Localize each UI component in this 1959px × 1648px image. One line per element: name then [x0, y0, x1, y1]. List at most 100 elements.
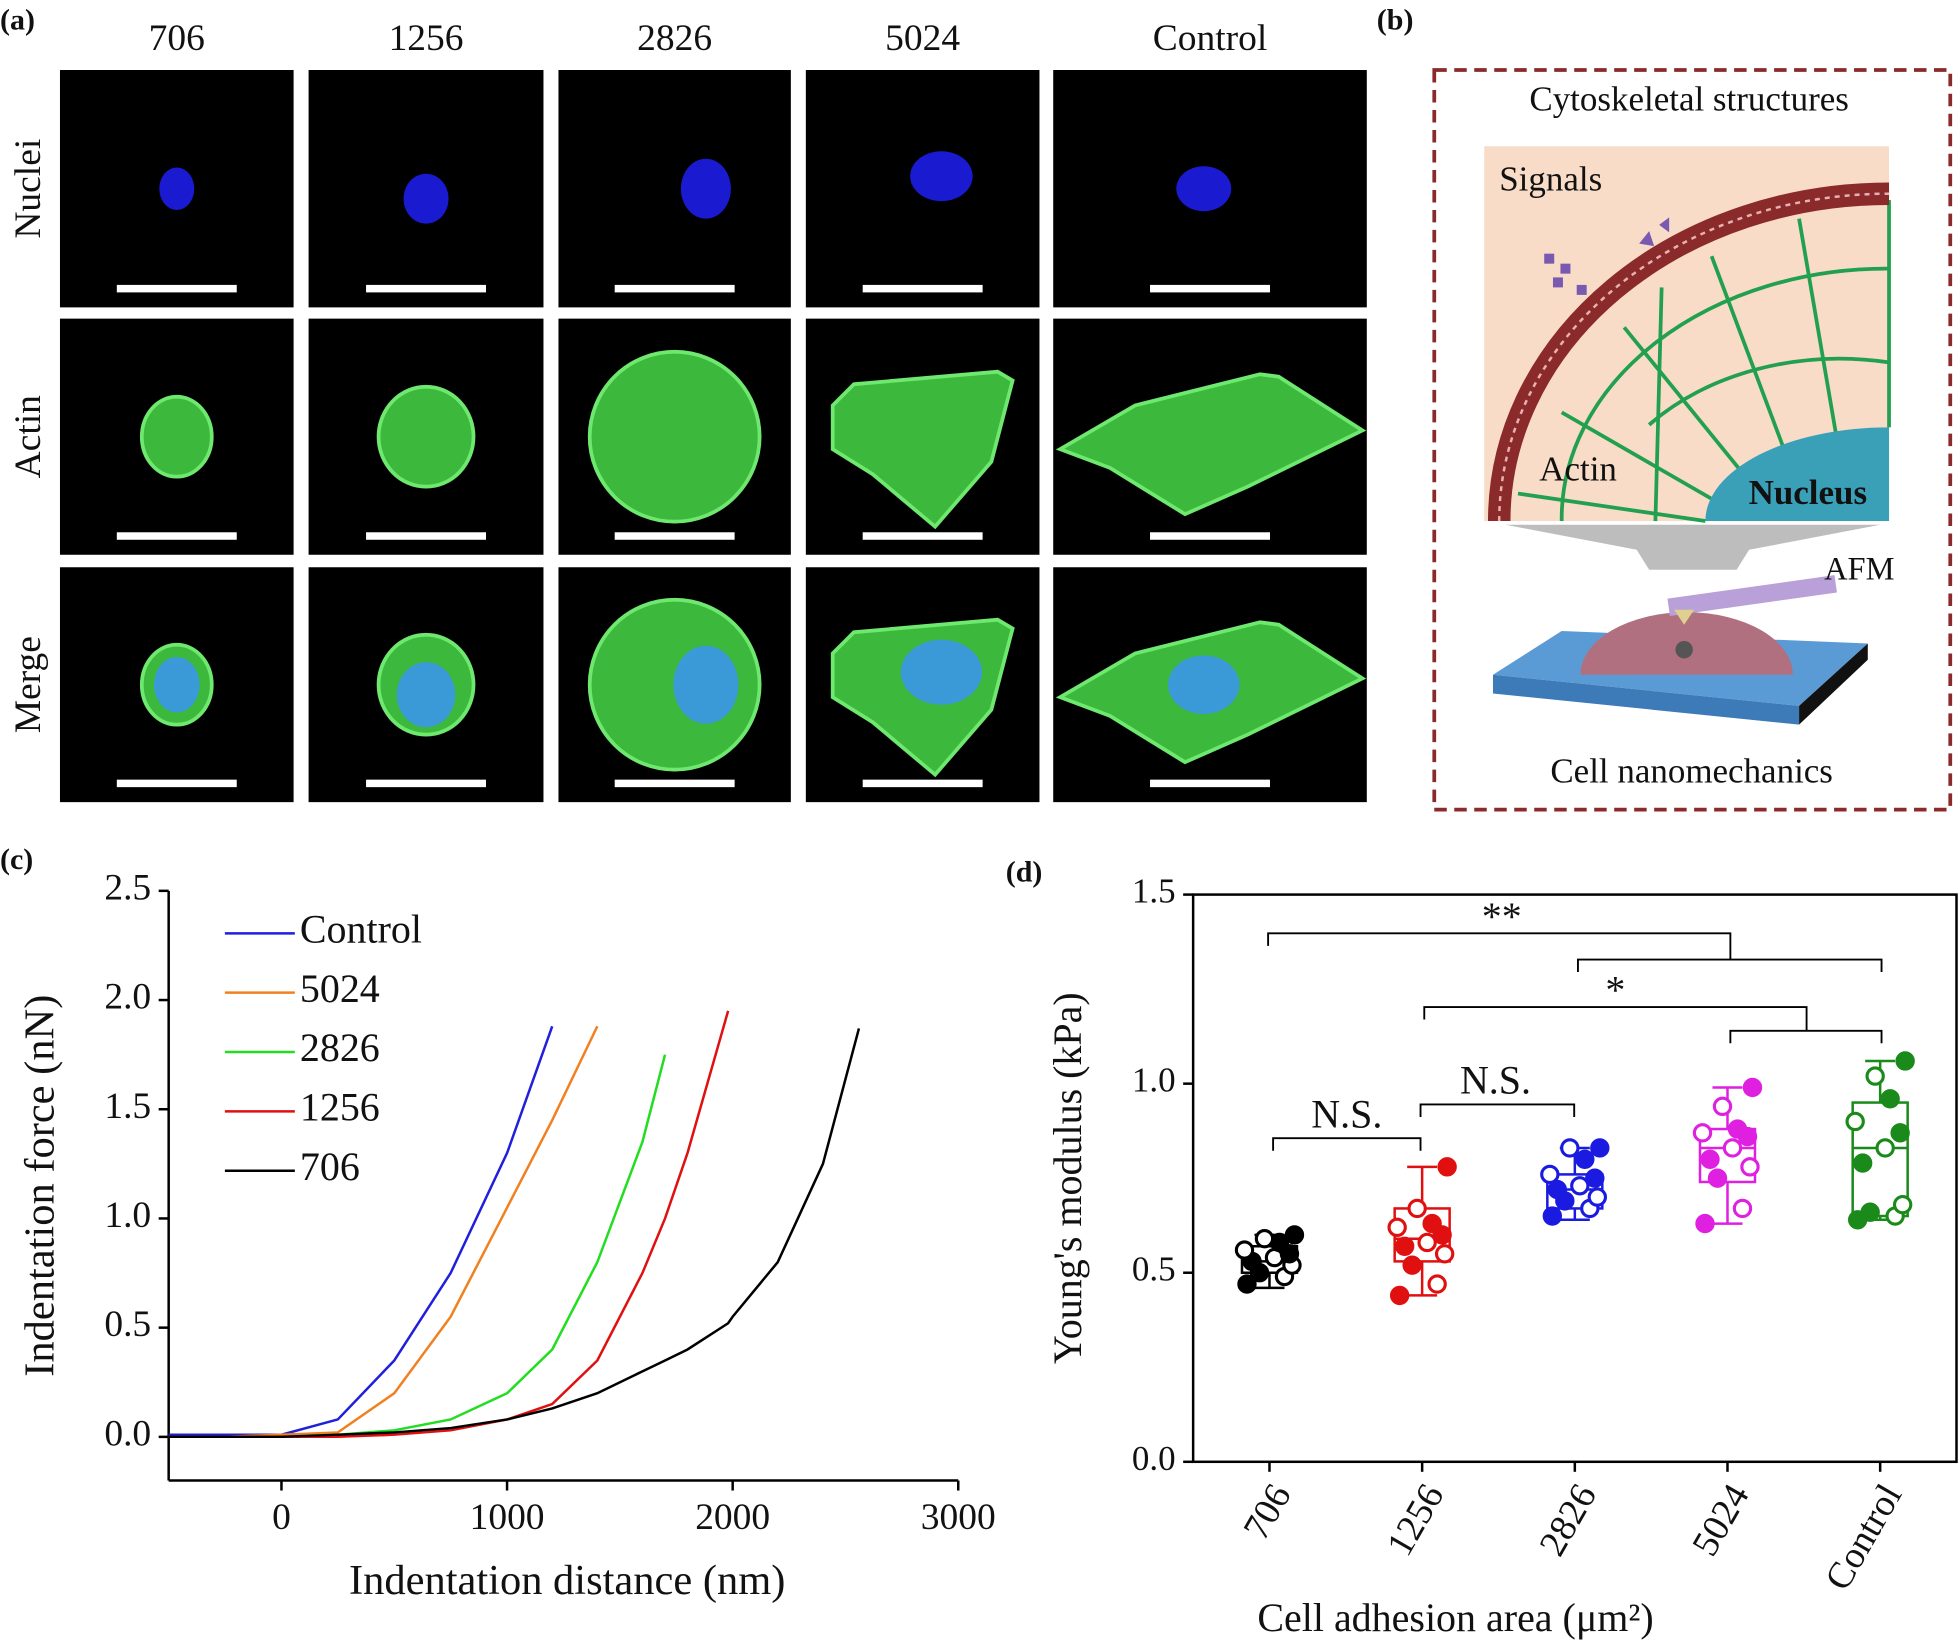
arrow: [1505, 524, 1881, 570]
membrane-inner: [1497, 192, 1890, 522]
dome-nucleus: [1675, 640, 1693, 659]
scale-bar: [1150, 779, 1270, 788]
data-point: [1692, 1123, 1713, 1143]
nucleus: [900, 639, 982, 705]
scale-bar: [366, 284, 487, 293]
x-tick-label: 1000: [470, 1497, 545, 1538]
x-axis-label: Indentation distance (nm): [349, 1557, 785, 1604]
x-tick-label: 5024: [1685, 1477, 1758, 1563]
nucleus: [680, 158, 731, 219]
scale-bar: [366, 532, 487, 540]
actin-cell: [139, 394, 214, 479]
x-tick-label: 2000: [695, 1497, 770, 1538]
nucleus-label: Nucleus: [1749, 473, 1868, 512]
row-label: Actin: [8, 395, 49, 479]
tip: [1674, 609, 1695, 625]
cantilever: [1667, 575, 1837, 616]
data-point: [1880, 1089, 1900, 1109]
row-label: Merge: [8, 636, 49, 733]
significance-bracket: [1267, 932, 1883, 973]
data-point: [1437, 1157, 1457, 1177]
nucleus: [1168, 655, 1240, 714]
nucleus: [396, 662, 456, 728]
data-point: [1845, 1111, 1865, 1132]
nucleus: [154, 657, 200, 713]
data-point: [1695, 1213, 1715, 1234]
actin-network: [1517, 199, 1891, 523]
data-point: [1547, 1179, 1568, 1200]
scale-bar: [862, 284, 983, 293]
nucleus: [403, 173, 449, 224]
signals-label: Signals: [1499, 159, 1602, 198]
legend-label: Control: [300, 906, 422, 951]
panel-label: (c): [0, 843, 33, 876]
y-axis-label: Young's modulus (kPa): [1045, 992, 1090, 1364]
scale-bar: [614, 532, 735, 540]
column-label: 2826: [637, 18, 712, 59]
data-point: [1387, 1217, 1407, 1238]
data-point: [1590, 1138, 1610, 1158]
panel-b-drawing: [1432, 68, 1953, 812]
data-point: [1875, 1138, 1895, 1158]
data-point: [1254, 1229, 1275, 1249]
actin-cell: [1055, 372, 1367, 517]
legend-label: 2826: [300, 1025, 380, 1070]
scale-bar: [862, 779, 983, 788]
data-point: [1570, 1176, 1590, 1196]
column-label: 706: [149, 18, 205, 59]
y-tick-label: 2.0: [104, 977, 151, 1018]
x-tick-label: 1256: [1379, 1478, 1452, 1563]
scale-bar: [614, 284, 735, 293]
y-tick-label: 1.5: [1132, 872, 1176, 911]
substrate-side: [1492, 674, 1800, 725]
column-label: Control: [1153, 18, 1268, 59]
y-axis-label: Indentation force (nN): [16, 995, 63, 1377]
data-point: [1740, 1157, 1760, 1177]
y-tick-label: 2.5: [104, 867, 151, 908]
column-label: 1256: [389, 18, 464, 59]
series-line: [168, 1025, 599, 1439]
nucleus: [910, 151, 973, 202]
data-point: [1427, 1274, 1447, 1294]
x-tick-label: 0: [272, 1497, 291, 1538]
data-point: [1707, 1168, 1728, 1188]
data-point: [1700, 1149, 1720, 1169]
box: [1851, 1101, 1909, 1218]
data-point: [1575, 1149, 1595, 1169]
scale-bar: [366, 779, 487, 788]
y-tick-label: 0.0: [104, 1413, 151, 1454]
data-point: [1890, 1123, 1910, 1143]
significance-label: N.S.: [1311, 1091, 1382, 1136]
diagram-title: Cytoskeletal structures: [1529, 80, 1849, 119]
data-point: [1234, 1240, 1255, 1260]
y-tick-label: 0.5: [1132, 1250, 1176, 1289]
data-point: [1407, 1198, 1427, 1219]
afm-label: AFM: [1824, 552, 1894, 588]
scale-bar: [614, 779, 735, 788]
signal-dots: [1544, 217, 1670, 295]
x-tick-label: Control: [1818, 1478, 1911, 1598]
data-point: [1852, 1153, 1873, 1173]
significance-bracket: [1423, 1006, 1883, 1044]
scale-bar: [116, 284, 237, 293]
data-point: [1422, 1213, 1442, 1234]
significance-bracket: [1419, 1103, 1576, 1117]
data-point: [1560, 1138, 1580, 1158]
column-label: 5024: [885, 18, 960, 59]
dashed-frame: [1432, 68, 1953, 812]
data-point: [1540, 1164, 1560, 1185]
data-point: [1284, 1225, 1305, 1245]
data-point: [1860, 1202, 1880, 1222]
actin-cell: [376, 384, 476, 489]
legend-label: 706: [300, 1144, 360, 1189]
scale-bar: [862, 532, 983, 540]
y-tick-label: 1.5: [104, 1086, 151, 1127]
data-point: [1417, 1232, 1437, 1253]
actin-cell: [830, 369, 1015, 530]
row-label: Nuclei: [8, 139, 49, 239]
data-point: [1895, 1051, 1915, 1071]
data-point: [1732, 1198, 1753, 1219]
series-line: [168, 1010, 730, 1439]
significance-bracket: [1272, 1137, 1422, 1151]
data-point: [1389, 1285, 1410, 1306]
